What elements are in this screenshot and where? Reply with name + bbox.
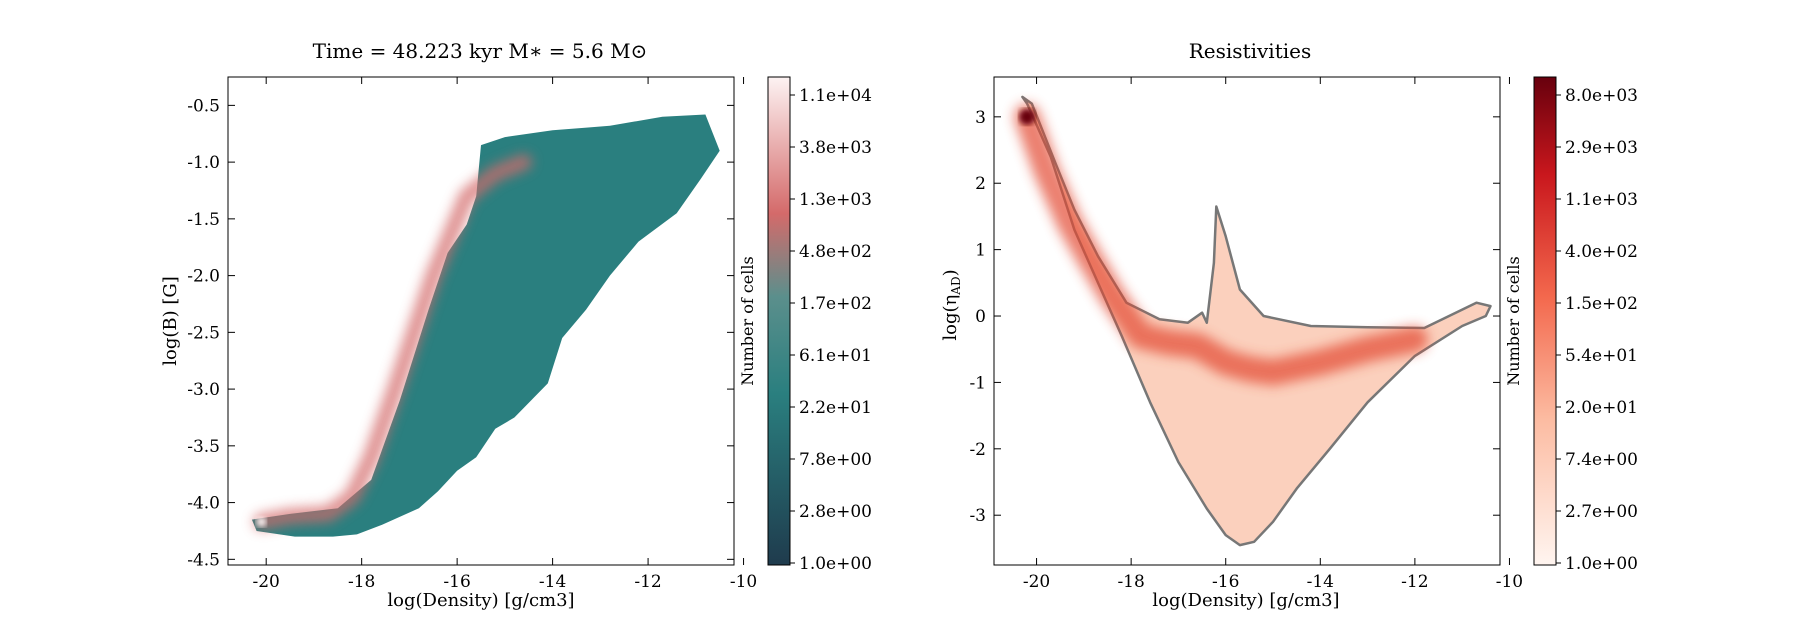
panel1-x-axis: -20 -18 -16 -14 -12 -10 <box>252 77 757 592</box>
p1-region-footprint <box>251 114 720 537</box>
panel2-plot-area <box>993 76 1501 566</box>
panel1-colorbar-gradient <box>767 76 791 566</box>
p2-x-tick-label: -18 <box>1117 572 1144 592</box>
panel2-colorbar-label: Number of cells <box>1504 256 1523 385</box>
panel2-y-axis: 3 2 1 0 -1 -2 -3 <box>969 108 1500 526</box>
panel1-histogram <box>251 114 720 537</box>
p1-x-tick-label: -18 <box>348 572 375 592</box>
p2-region-footprint <box>1021 95 1492 547</box>
p1-x-tick-label: -20 <box>252 572 279 592</box>
panel2-y-axis-label-close: ) <box>940 269 961 276</box>
p1-x-tick-label: -10 <box>730 572 757 592</box>
p1-colorbar-tick-label: 2.2e+01 <box>799 398 872 418</box>
p2-colorbar-tick-label: 2.9e+03 <box>1565 138 1638 158</box>
p1-colorbar-tick-label: 6.1e+01 <box>799 346 872 366</box>
p1-peak-density <box>256 516 267 527</box>
p2-density-ridge <box>1014 103 1428 386</box>
panel-resistivities: Resistivities -20 -18 -16 -14 -12 -10 3 2 1 0 -1 -… <box>940 39 1638 611</box>
p2-y-tick-label: -2 <box>969 440 986 460</box>
p1-x-tick-label: -14 <box>539 572 566 592</box>
p2-colorbar-tick-label: 4.0e+02 <box>1565 242 1638 262</box>
p2-x-tick-label: -12 <box>1401 572 1428 592</box>
p2-y-tick-label: -1 <box>969 373 986 393</box>
p1-x-tick-label: -16 <box>443 572 470 592</box>
p2-x-tick-label: -10 <box>1496 572 1523 592</box>
panel2-histogram <box>1014 95 1492 547</box>
p2-colorbar-tick-label: 8.0e+03 <box>1565 86 1638 106</box>
p1-y-tick-label: -2.5 <box>187 323 220 343</box>
panel1-y-axis: -0.5 -1.0 -1.5 -2.0 -2.5 -3.0 -3.5 -4.0 -4.5 <box>187 96 734 570</box>
p2-x-tick-label: -16 <box>1212 572 1239 592</box>
p1-y-tick-label: -3.5 <box>187 437 220 457</box>
p1-y-tick-label: -1.5 <box>187 210 220 230</box>
p2-colorbar-tick-label: 1.1e+03 <box>1565 190 1638 210</box>
p1-colorbar-tick-label: 1.1e+04 <box>799 86 872 106</box>
p2-x-tick-label: -14 <box>1307 572 1334 592</box>
p2-colorbar-tick-label: 2.0e+01 <box>1565 398 1638 418</box>
p1-y-tick-label: -4.5 <box>187 550 220 570</box>
p2-y-tick-label: -3 <box>969 506 986 526</box>
panel1-x-axis-label: log(Density) [g/cm3] <box>387 590 574 611</box>
panel1-y-axis-label: log(B) [G] <box>160 276 181 366</box>
p2-colorbar-tick-label: 1.0e+00 <box>1565 554 1638 574</box>
panel2-title: Resistivities <box>1189 39 1311 63</box>
p1-colorbar-tick-label: 1.3e+03 <box>799 190 872 210</box>
panel2-y-axis-label: log(ηAD) <box>940 269 963 340</box>
p1-colorbar-tick-label: 3.8e+03 <box>799 138 872 158</box>
panel1-colorbar-ticks: 1.0e+00 2.8e+00 7.8e+00 2.2e+01 6.1e+01 1.7e+… <box>790 86 872 574</box>
panel1-colorbar: 1.0e+00 2.8e+00 7.8e+00 2.2e+01 6.1e+01 1.7e+… <box>738 76 872 574</box>
panel2-frame <box>993 76 1501 566</box>
panel1-frame <box>227 76 735 566</box>
p2-y-tick-label: 1 <box>975 241 986 261</box>
p1-colorbar-tick-label: 1.7e+02 <box>799 294 872 314</box>
panel1-plot-area <box>227 76 735 566</box>
p2-colorbar-tick-label: 7.4e+00 <box>1565 450 1638 470</box>
panel1-colorbar-label: Number of cells <box>738 256 757 385</box>
p2-colorbar-tick-label: 5.4e+01 <box>1565 346 1638 366</box>
p1-x-tick-label: -12 <box>634 572 661 592</box>
p2-x-tick-label: -20 <box>1023 572 1050 592</box>
panel-magnetic-field: Time = 48.223 kyr M∗ = 5.6 M⊙ -20 -18 -16-… <box>160 39 872 611</box>
p1-y-tick-label: -1.0 <box>187 153 220 173</box>
panel2-colorbar-ticks: 1.0e+00 2.7e+00 7.4e+00 2.0e+01 5.4e+01 1.5e+… <box>1556 86 1638 574</box>
p1-density-ridge <box>253 154 532 530</box>
p2-colorbar-tick-label: 1.5e+02 <box>1565 294 1638 314</box>
p1-y-tick-label: -2.0 <box>187 267 220 287</box>
p1-y-tick-label: -0.5 <box>187 96 220 116</box>
p1-colorbar-tick-label: 1.0e+00 <box>799 554 872 574</box>
panel2-x-axis: -20 -18 -16 -14 -12 -10 <box>1023 77 1523 592</box>
p1-colorbar-tick-label: 2.8e+00 <box>799 502 872 522</box>
panel1-title: Time = 48.223 kyr M∗ = 5.6 M⊙ <box>313 39 648 63</box>
panel2-colorbar: 1.0e+00 2.7e+00 7.4e+00 2.0e+01 5.4e+01 1.5e+… <box>1504 76 1638 574</box>
panel2-y-axis-label-sub: AD <box>949 276 963 295</box>
p1-colorbar-tick-label: 4.8e+02 <box>799 242 872 262</box>
panel2-y-axis-label-main: log(η <box>940 295 961 341</box>
panel2-x-axis-label: log(Density) [g/cm3] <box>1152 590 1339 611</box>
panel2-colorbar-gradient <box>1533 76 1557 566</box>
p2-peak-density <box>1019 108 1036 125</box>
p2-colorbar-tick-label: 2.7e+00 <box>1565 502 1638 522</box>
p2-y-tick-label: 3 <box>975 108 986 128</box>
p2-y-tick-label: 0 <box>975 307 986 327</box>
p1-y-tick-label: -3.0 <box>187 380 220 400</box>
p2-y-tick-label: 2 <box>975 174 986 194</box>
p1-colorbar-tick-label: 7.8e+00 <box>799 450 872 470</box>
p1-y-tick-label: -4.0 <box>187 494 220 514</box>
